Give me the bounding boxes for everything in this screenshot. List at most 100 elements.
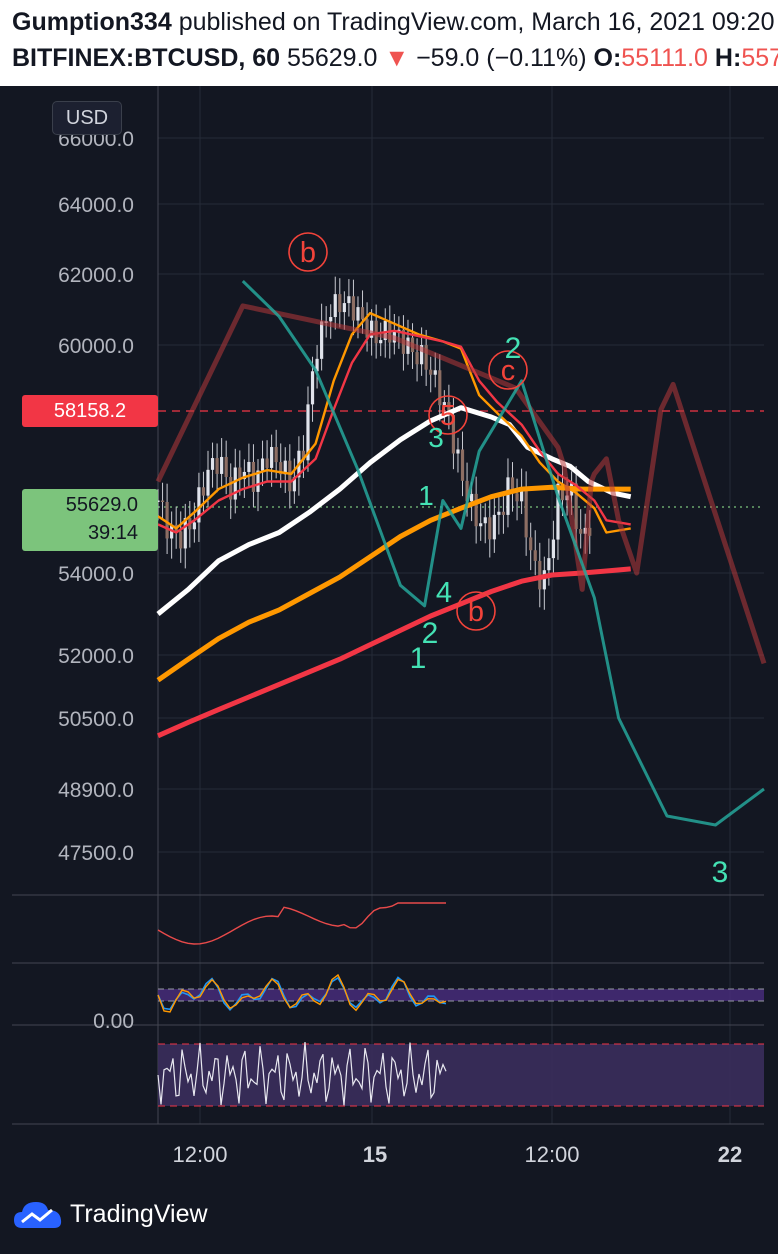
oscillator-band [158, 1044, 764, 1106]
candle-body-20 [247, 461, 251, 472]
tradingview-cloud-icon [14, 1202, 62, 1228]
stoch-band [158, 989, 764, 1001]
candle-body-18 [238, 467, 242, 480]
candle-body-93 [579, 529, 583, 534]
symbol-label[interactable]: BITFINEX:BTCUSD, 60 [12, 44, 281, 72]
series-fast-ma-orange-3 [157, 311, 631, 534]
wave-label-one_small: 1 [418, 480, 434, 511]
time-axis-label: 22 [718, 1142, 742, 1167]
candle-body-13 [215, 458, 219, 474]
candle-body-58 [420, 345, 424, 365]
candle-body-26 [274, 446, 278, 463]
candle-body-69 [470, 493, 474, 502]
candle-body-22 [256, 470, 260, 492]
wave-circle-b_top [288, 232, 328, 272]
candle-body-10 [201, 487, 206, 496]
candle-body-5 [179, 531, 183, 549]
wave-circle-five [428, 395, 468, 435]
chart-area[interactable] [12, 86, 778, 1166]
candle-body-8 [192, 522, 196, 530]
last-price: 55629.0 [287, 44, 378, 72]
candle-body-75 [497, 511, 501, 515]
series-layer [155, 280, 767, 827]
candle-body-29 [288, 460, 292, 492]
candle-body-92 [574, 483, 578, 530]
high-value: 557 [741, 44, 778, 72]
price-axis-label: 52000.0 [58, 645, 134, 668]
candle-body-21 [251, 461, 256, 492]
candle-body-82 [529, 537, 533, 551]
candle-body-30 [292, 477, 296, 492]
rsi-line [157, 902, 446, 945]
candle-body-46 [365, 319, 369, 338]
wave-label-two_low: 2 [422, 617, 439, 650]
price-axis-label: 62000.0 [58, 264, 134, 287]
series-wave-projection-6 [155, 303, 767, 665]
candle-body-73 [488, 517, 492, 540]
price-axis-label: 48900.0 [58, 779, 134, 802]
candle-body-74 [492, 514, 496, 540]
candle-body-86 [547, 558, 551, 571]
candle-body-67 [460, 449, 465, 481]
high-label: H: [714, 44, 742, 72]
wave-label-three_far: 3 [712, 856, 729, 889]
candle-body-34 [310, 371, 315, 405]
candle-body-88 [556, 483, 560, 540]
candle-body-95 [588, 527, 592, 536]
candle-body-11 [206, 469, 210, 496]
series-moving-average-2 [156, 566, 631, 739]
currency-button[interactable]: USD [52, 101, 122, 135]
candle-body-64 [447, 402, 451, 415]
time-axis-label: 12:00 [524, 1142, 579, 1167]
price-axis-label: 0.00 [93, 1010, 134, 1033]
candle-body-24 [265, 458, 269, 468]
candle-body-80 [520, 487, 524, 502]
time-axis-label: 15 [363, 1142, 387, 1167]
candle-body-38 [329, 317, 333, 322]
candle-body-35 [315, 358, 319, 372]
price-axis-label: 50500.0 [58, 708, 134, 731]
oscillator-line [157, 1042, 447, 1106]
candle-body-41 [342, 303, 346, 313]
candle-body-40 [338, 294, 342, 313]
candle-body-42 [347, 296, 351, 304]
candle-body-19 [242, 471, 246, 480]
time-axis: 12:00 15 12:00 22 [172, 1142, 742, 1167]
candle-body-43 [351, 296, 356, 321]
wave-circle-c [488, 350, 528, 390]
candle-body-49 [379, 340, 383, 344]
chart-header: Gumption334 published on TradingView.com… [0, 0, 778, 86]
candle-body-32 [301, 450, 306, 461]
candle-body-60 [429, 369, 433, 375]
wave-label-four: 4 [436, 577, 452, 609]
candle-body-70 [474, 493, 478, 527]
author-name[interactable]: Gumption334 [12, 8, 172, 36]
candle-body-72 [483, 517, 487, 524]
price-axis-label: 60000.0 [58, 335, 134, 358]
grid [12, 86, 764, 1125]
tradingview-wordmark[interactable]: TradingView [70, 1200, 208, 1228]
candle-body-89 [560, 483, 565, 501]
price-axis: 66000.064000.062000.060000.054000.052000… [58, 128, 134, 1033]
candle-body-6 [183, 518, 187, 549]
change-value: −59.0 (−0.11%) [416, 44, 587, 72]
down-arrow-icon: ▼ [384, 44, 410, 72]
candle-body-65 [451, 414, 456, 454]
stoch-d-line [157, 973, 447, 1013]
candle-body-62 [438, 370, 442, 406]
wave-label-one_low: 1 [410, 642, 427, 675]
price-axis-label: 54000.0 [58, 563, 134, 586]
open-label: O: [593, 44, 622, 72]
candle-body-83 [533, 550, 537, 561]
series-wave-projection-7 [241, 280, 765, 827]
price-axis-label: 47500.0 [58, 842, 134, 865]
candle-body-14 [220, 456, 224, 474]
wave-label-b_low: b [468, 596, 484, 628]
candle-body-59 [424, 345, 428, 370]
published-text: published on TradingView.com, March 16, … [178, 8, 775, 36]
candle-body-81 [524, 487, 528, 538]
series-moving-average-0 [156, 405, 632, 616]
candle-body-33 [306, 404, 310, 461]
